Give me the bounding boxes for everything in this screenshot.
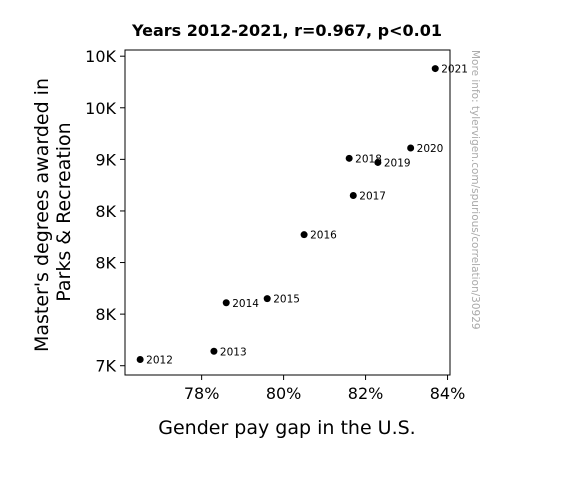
y-tick-label: 8K (95, 254, 116, 273)
data-point (222, 299, 230, 307)
data-point (349, 191, 357, 199)
data-point (345, 154, 353, 162)
y-tick-label: 8K (95, 305, 116, 324)
x-axis: 78% 80% 82% 84% (184, 375, 465, 403)
data-point (210, 347, 218, 355)
y-axis-label-line-2: Parks & Recreation (53, 122, 75, 301)
data-point (263, 295, 271, 303)
y-tick-label: 10K (85, 99, 116, 118)
data-point-label: 2019 (384, 157, 411, 169)
data-point (300, 231, 308, 239)
data-point (407, 144, 415, 152)
y-axis-label-line-1: Master's degrees awarded in (31, 78, 53, 352)
plot-area (124, 49, 451, 376)
data-point-label: 2021 (441, 64, 468, 76)
data-point-label: 2020 (417, 143, 444, 155)
y-tick-label: 7K (95, 357, 116, 376)
x-tick-label: 80% (266, 384, 302, 403)
y-tick-label: 8K (95, 202, 116, 221)
y-tick-label: 9K (95, 150, 116, 169)
data-point-label: 2017 (359, 190, 386, 202)
data-point-label: 2014 (232, 298, 259, 310)
chart-title: Years 2012-2021, r=0.967, p<0.01 (131, 21, 442, 40)
x-tick-label: 78% (184, 384, 220, 403)
data-point-label: 2013 (220, 346, 247, 358)
x-axis-label: Gender pay gap in the U.S. (158, 417, 415, 439)
data-point (136, 356, 144, 364)
y-tick-label: 10K (85, 47, 116, 66)
data-point-label: 2012 (146, 355, 173, 367)
data-point-label: 2015 (273, 294, 300, 306)
x-tick-label: 84% (430, 384, 466, 403)
y-axis: 7K 8K 8K 8K 9K 10K 10K (85, 47, 125, 376)
x-tick-label: 82% (348, 384, 384, 403)
y-axis-label: Master's degrees awarded in Parks & Recr… (31, 72, 75, 352)
data-point (374, 158, 382, 166)
watermark: More info: tylervigen.com/spurious/corre… (469, 50, 481, 330)
data-point (431, 65, 439, 73)
data-point-label: 2016 (310, 230, 337, 242)
